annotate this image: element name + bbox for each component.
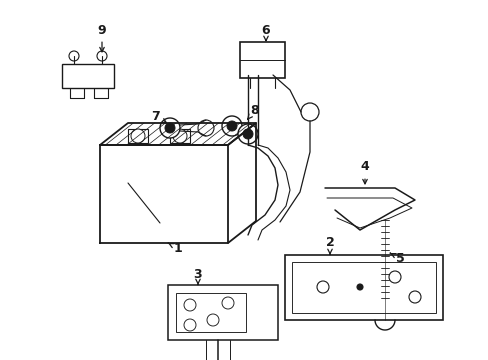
Bar (240, 42, 285, 78)
Text: 5: 5 (389, 252, 404, 265)
Bar (176, 293, 245, 332)
Text: 2: 2 (325, 235, 334, 254)
Circle shape (183, 299, 196, 311)
Circle shape (388, 271, 400, 283)
Circle shape (131, 129, 145, 143)
Circle shape (69, 51, 79, 61)
Circle shape (356, 284, 362, 290)
Bar (128, 129, 148, 143)
Text: 6: 6 (261, 23, 270, 41)
Text: 7: 7 (150, 109, 166, 123)
Circle shape (160, 118, 180, 138)
Circle shape (316, 281, 328, 293)
Circle shape (198, 120, 214, 136)
Circle shape (173, 129, 186, 143)
Circle shape (183, 319, 196, 331)
Circle shape (408, 291, 420, 303)
Bar (285, 255, 442, 320)
Circle shape (164, 123, 175, 133)
Text: 3: 3 (193, 269, 202, 284)
Circle shape (243, 129, 252, 139)
Bar (170, 129, 190, 143)
Circle shape (222, 116, 242, 136)
Text: 8: 8 (247, 104, 259, 119)
Circle shape (206, 314, 219, 326)
Text: 1: 1 (168, 242, 182, 255)
Circle shape (301, 103, 318, 121)
Circle shape (226, 121, 237, 131)
Circle shape (222, 297, 234, 309)
Bar (168, 285, 278, 340)
Circle shape (238, 124, 258, 144)
Text: 4: 4 (360, 161, 368, 184)
Bar (291, 262, 435, 313)
Bar (62, 64, 114, 88)
Text: 9: 9 (98, 23, 106, 52)
Circle shape (97, 51, 107, 61)
